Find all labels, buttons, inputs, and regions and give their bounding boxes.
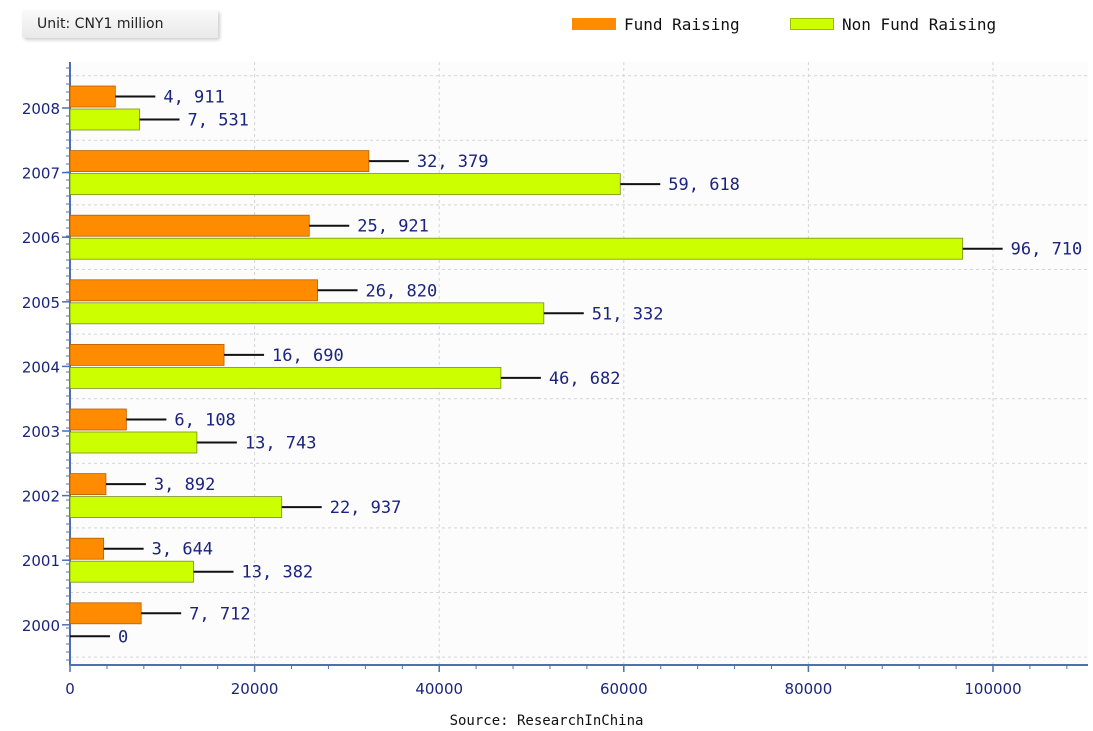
bar-non-fund-raising-2006 xyxy=(69,237,964,260)
bar-fund-raising-2005 xyxy=(69,279,318,302)
y-tick-label-2008: 2008 xyxy=(22,100,60,118)
data-label-fund-raising-2005: 26, 820 xyxy=(366,281,438,301)
data-label-fund-raising-2006: 25, 921 xyxy=(357,217,429,237)
bar-fund-raising-2008 xyxy=(69,85,116,108)
bar-non-fund-raising-2001 xyxy=(69,560,194,583)
source-label: Source: ResearchInChina xyxy=(449,713,644,729)
data-label-non-fund-raising-2007: 59, 618 xyxy=(668,175,740,195)
data-label-non-fund-raising-2006: 96, 710 xyxy=(1011,240,1083,260)
data-label-non-fund-raising-2004: 46, 682 xyxy=(549,369,621,389)
bar-fund-raising-2003 xyxy=(69,408,127,431)
x-tick-label-60000: 60000 xyxy=(600,680,648,698)
x-tick-label-0: 0 xyxy=(65,680,75,698)
bar-fund-raising-2004 xyxy=(69,343,225,366)
bar-fund-raising-2006 xyxy=(69,214,310,237)
data-label-fund-raising-2004: 16, 690 xyxy=(272,346,344,366)
bar-non-fund-raising-2002 xyxy=(69,496,283,519)
x-tick-label-100000: 100000 xyxy=(964,680,1021,698)
legend-item-fund-raising: Fund Raising xyxy=(572,15,740,34)
bar-non-fund-raising-2003 xyxy=(69,431,198,454)
bar-fund-raising-2000 xyxy=(69,602,142,625)
legend-swatch-fund-raising xyxy=(572,18,616,30)
data-label-fund-raising-2001: 3, 644 xyxy=(152,540,213,560)
y-tick-label-2004: 2004 xyxy=(22,358,60,376)
bar-fund-raising-2001 xyxy=(69,537,105,560)
bar-fund-raising-2007 xyxy=(69,150,370,173)
data-label-fund-raising-2000: 7, 712 xyxy=(189,604,250,624)
legend-label-fund-raising: Fund Raising xyxy=(624,15,740,34)
bar-non-fund-raising-2008 xyxy=(69,108,140,131)
y-tick-label-2003: 2003 xyxy=(22,423,60,441)
data-label-non-fund-raising-2001: 13, 382 xyxy=(242,563,314,583)
data-label-non-fund-raising-2000: 0 xyxy=(118,627,128,647)
y-tick-label-2001: 2001 xyxy=(22,552,60,570)
data-label-non-fund-raising-2005: 51, 332 xyxy=(592,304,664,324)
y-tick-label-2007: 2007 xyxy=(22,165,60,183)
bar-non-fund-raising-2007 xyxy=(69,173,621,196)
legend-label-non-fund-raising: Non Fund Raising xyxy=(842,15,997,34)
x-tick-label-40000: 40000 xyxy=(415,680,463,698)
x-tick-label-80000: 80000 xyxy=(785,680,833,698)
bar-non-fund-raising-2005 xyxy=(69,302,545,325)
data-label-non-fund-raising-2008: 7, 531 xyxy=(188,111,249,131)
data-label-fund-raising-2003: 6, 108 xyxy=(174,411,235,431)
bar-fund-raising-2002 xyxy=(69,473,107,496)
data-label-fund-raising-2002: 3, 892 xyxy=(154,475,215,495)
bar-non-fund-raising-2004 xyxy=(69,366,502,389)
y-tick-label-2005: 2005 xyxy=(22,294,60,312)
data-label-non-fund-raising-2003: 13, 743 xyxy=(245,434,317,454)
y-tick-label-2000: 2000 xyxy=(22,617,60,635)
legend-swatch-non-fund-raising xyxy=(790,18,834,30)
data-label-fund-raising-2008: 4, 911 xyxy=(163,88,224,108)
legend-item-non-fund-raising: Non Fund Raising xyxy=(790,15,996,34)
unit-label: Unit: CNY1 million xyxy=(22,10,218,38)
x-tick-label-20000: 20000 xyxy=(231,680,279,698)
data-label-fund-raising-2007: 32, 379 xyxy=(417,152,489,172)
y-tick-label-2006: 2006 xyxy=(22,229,60,247)
data-label-non-fund-raising-2002: 22, 937 xyxy=(330,498,402,518)
y-tick-label-2002: 2002 xyxy=(22,488,60,506)
